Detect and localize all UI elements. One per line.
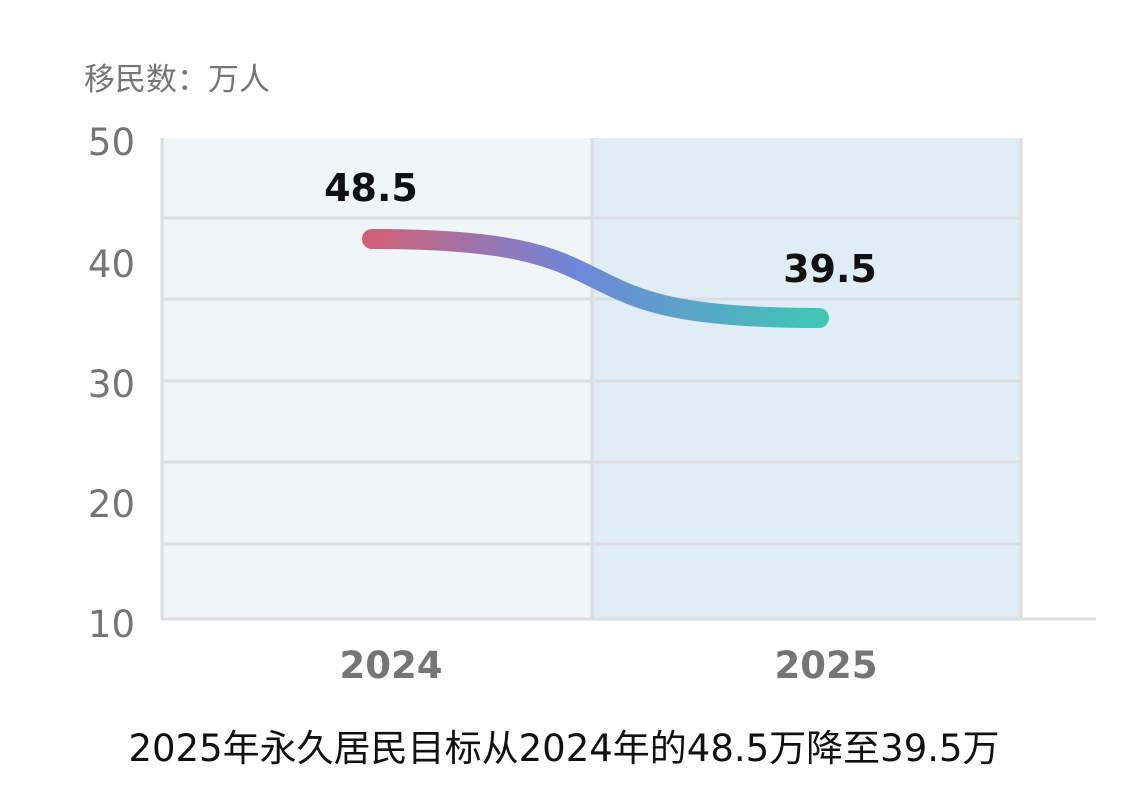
data-label: 48.5 xyxy=(324,166,418,210)
band-2024 xyxy=(162,138,592,618)
series-line xyxy=(362,229,829,328)
chart-caption: 2025年永久居民目标从2024年的48.5万降至39.5万 xyxy=(128,727,1000,770)
y-tick-label: 50 xyxy=(88,121,135,164)
y-tick-label: 20 xyxy=(88,483,135,526)
x-tick-label: 2025 xyxy=(775,644,878,687)
y-tick-label: 30 xyxy=(88,363,135,406)
y-tick-label: 40 xyxy=(88,243,135,286)
data-label: 39.5 xyxy=(783,247,877,291)
y-tick-label: 10 xyxy=(88,603,135,646)
y-axis-unit-label: 移民数：万人 xyxy=(84,62,270,98)
x-tick-label: 2024 xyxy=(340,644,443,687)
band-2025 xyxy=(592,138,1021,618)
